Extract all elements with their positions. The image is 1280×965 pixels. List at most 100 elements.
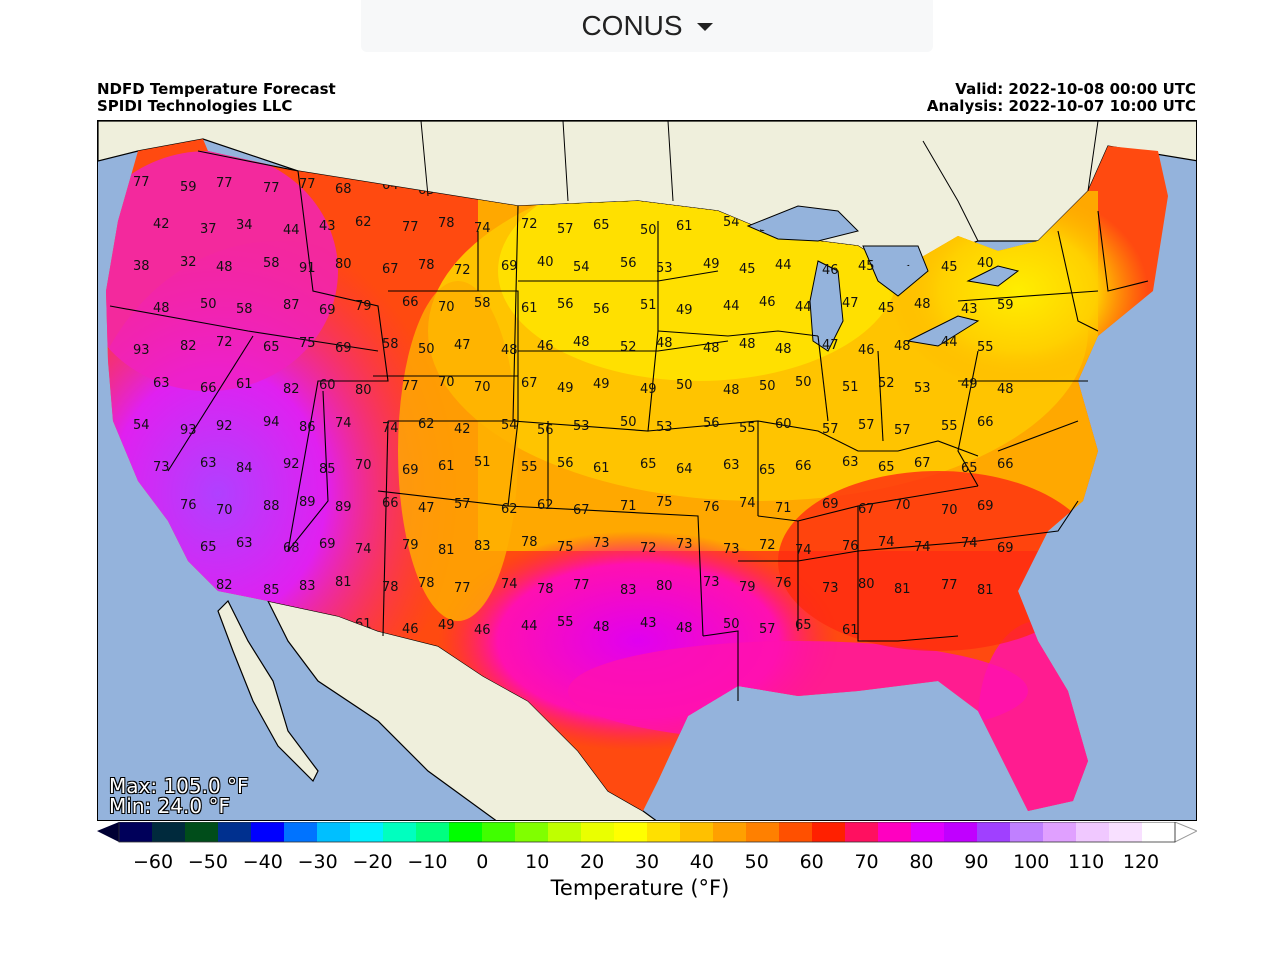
temperature-value: 65 (878, 460, 895, 475)
temperature-value: 76 (842, 539, 859, 554)
colorbar-segment (680, 822, 714, 842)
temperature-value: 44 (521, 619, 538, 634)
temperature-value: 69 (822, 497, 839, 512)
temperature-value: 47 (822, 338, 839, 353)
colorbar-segment (1076, 822, 1110, 842)
temperature-value: 44 (941, 335, 958, 350)
temperature-value: 72 (521, 217, 538, 232)
temperature-value: 49 (703, 257, 720, 272)
temperature-value: 65 (961, 461, 978, 476)
temperature-value: 61 (438, 459, 455, 474)
temperature-value: 70 (355, 458, 372, 473)
colorbar-tick-label: 20 (580, 851, 605, 873)
temperature-value: 49 (557, 381, 574, 396)
temperature-map: 77 59 77 77 77 68 64 63 61 57 70 79 77 80 50 54 59 60 56 50… (97, 120, 1197, 821)
temperature-value: 51 (842, 380, 859, 395)
temperature-value: 45 (858, 259, 875, 274)
temperature-value: 60 (319, 378, 336, 393)
colorbar-label: Temperature (°F) (550, 876, 730, 900)
temperature-value: 65 (759, 463, 776, 478)
temperature-value: 70 (894, 498, 911, 513)
temperature-value: 66 (382, 496, 399, 511)
temperature-value: 48 (723, 383, 740, 398)
temperature-value: 46 (537, 339, 554, 354)
temperature-value: 47 (418, 501, 435, 516)
temperature-value: 73 (593, 536, 610, 551)
temperature-value: 63 (153, 376, 170, 391)
colorbar-tick-label: 120 (1122, 851, 1160, 873)
colorbar-segment (746, 822, 780, 842)
colorbar-tick-label: −30 (297, 851, 338, 873)
temperature-value: 73 (676, 537, 693, 552)
colorbar-segment (251, 822, 285, 842)
temperature-value: 79 (402, 538, 419, 553)
temperature-value: 48 (775, 342, 792, 357)
temperature-value: 63 (842, 455, 859, 470)
temperature-value: 66 (200, 381, 217, 396)
temperature-value: 44 (775, 258, 792, 273)
region-selector[interactable]: CONUS (361, 0, 933, 52)
temperature-value: 70 (474, 380, 491, 395)
temperature-value: 74 (878, 535, 895, 550)
header-left: NDFD Temperature Forecast SPIDI Technolo… (97, 81, 336, 115)
temperature-value: 79 (355, 299, 372, 314)
colorbar-segment (317, 822, 351, 842)
temperature-value: 46 (822, 263, 839, 278)
colorbar-tick-label: 60 (799, 851, 824, 873)
temperature-value: 89 (335, 500, 352, 515)
temperature-value: 93 (180, 423, 197, 438)
temperature-value: 77 (299, 177, 316, 192)
temperature-value: 47 (454, 338, 471, 353)
temperature-value: 73 (153, 460, 170, 475)
temperature-value: 69 (501, 259, 518, 274)
temperature-value: 57 (822, 422, 839, 437)
temperature-value: 67 (573, 503, 590, 518)
temperature-value: 68 (133, 502, 150, 517)
temperature-value: 80 (335, 257, 352, 272)
temperature-value: 76 (703, 500, 720, 515)
temperature-value: 51 (640, 298, 657, 313)
temperature-value: 46 (474, 623, 491, 638)
temperature-value: 48 (894, 339, 911, 354)
temperature-value: 72 (759, 538, 776, 553)
temperature-value: 49 (593, 377, 610, 392)
temperature-value: 53 (914, 381, 931, 396)
company-name: SPIDI Technologies LLC (97, 97, 293, 115)
temperature-value: 89 (299, 495, 316, 510)
temperature-value: 92 (216, 419, 233, 434)
temperature-value: 50 (620, 415, 637, 430)
colorbar-segment (515, 822, 549, 842)
temperature-value: 54 (133, 418, 150, 433)
colorbar-segment (185, 822, 219, 842)
temperature-value: 42 (454, 422, 471, 437)
temperature-value: 50 (795, 375, 812, 390)
temperature-value: 54 (501, 418, 518, 433)
temperature-value: 66 (997, 457, 1014, 472)
temperature-value: 45 (878, 301, 895, 316)
colorbar-segment (1109, 822, 1143, 842)
colorbar-segment (1010, 822, 1044, 842)
colorbar-segment (284, 822, 318, 842)
valid-time: Valid: 2022-10-08 00:00 UTC (955, 80, 1196, 98)
temperature-value: 77 (454, 581, 471, 596)
colorbar-tick-label: 70 (854, 851, 879, 873)
temperature-value: 59 (997, 298, 1014, 313)
colorbar-tick-label: −10 (407, 851, 448, 873)
temperature-value: 88 (263, 499, 280, 514)
temperature-value: 62 (501, 502, 518, 517)
temperature-value: 83 (299, 579, 316, 594)
temperature-value: 59 (180, 180, 197, 195)
colorbar (97, 822, 1197, 843)
temperature-value: 78 (418, 258, 435, 273)
temperature-value: 40 (977, 256, 994, 271)
colorbar-segment (581, 822, 615, 842)
colorbar-segment (713, 822, 747, 842)
temperature-value: 49 (438, 618, 455, 633)
temperature-value: 75 (299, 336, 316, 351)
temperature-value: 58 (263, 256, 280, 271)
temperature-value: 80 (180, 582, 197, 597)
colorbar-segment (779, 822, 813, 842)
temperature-value: 71 (775, 501, 792, 516)
temperature-value: 55 (557, 615, 574, 630)
temperature-value: 57 (759, 622, 776, 637)
